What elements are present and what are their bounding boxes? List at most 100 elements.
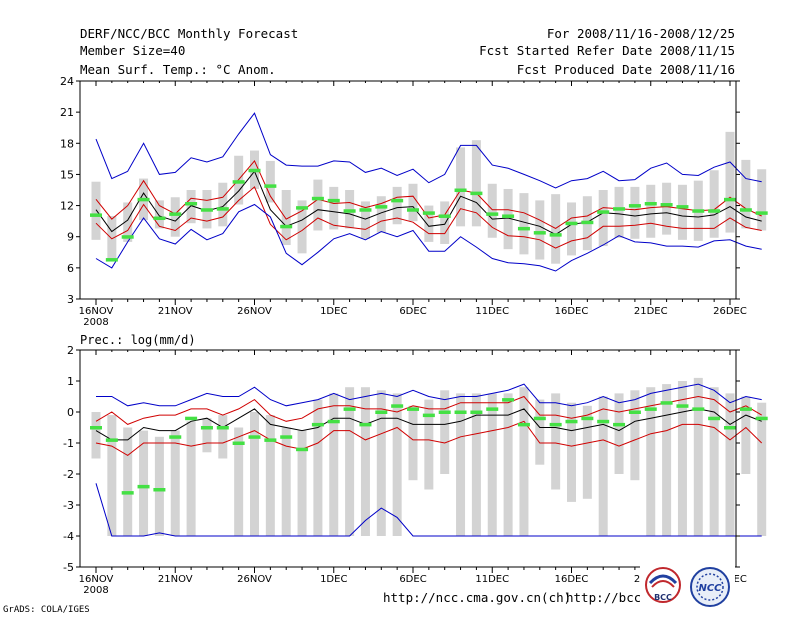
member-mark <box>248 435 261 439</box>
member-mark <box>200 426 213 430</box>
spread-box <box>265 160 275 203</box>
spread-box <box>582 405 592 499</box>
spread-box <box>614 186 624 238</box>
spread-box <box>519 387 529 536</box>
x-tick-label: 11DEC <box>475 306 509 317</box>
spread-box <box>519 193 529 255</box>
url-bcc[interactable]: http://bcc. <box>566 590 649 605</box>
series-max-line <box>96 383 762 407</box>
spread-box <box>186 190 196 224</box>
spread-box <box>741 396 751 474</box>
spread-box <box>757 402 767 536</box>
spread-box <box>456 147 466 227</box>
url-ncc[interactable]: http://ncc.cma.gov.cn(ch) <box>383 590 572 605</box>
spread-box <box>154 436 164 536</box>
x-tick-label: 16DEC <box>555 306 589 317</box>
spread-box <box>693 377 703 536</box>
x-tick-label: 11DEC <box>475 574 509 585</box>
member-mark <box>533 416 546 421</box>
spread-box <box>614 393 624 474</box>
member-mark <box>581 220 594 225</box>
member-mark <box>739 407 752 411</box>
spread-box <box>424 399 434 490</box>
spread-box <box>725 393 735 536</box>
spread-box <box>630 186 640 239</box>
member-mark <box>724 426 736 430</box>
y-tick-label: 15 <box>60 168 74 181</box>
member-mark <box>549 422 562 427</box>
spread-box <box>139 430 149 536</box>
spread-box <box>741 159 751 229</box>
bcc-logo-text: BCC <box>654 593 672 602</box>
x-tick-label: 21DEC <box>634 306 668 317</box>
spread-box <box>408 183 418 222</box>
member-mark <box>264 438 277 442</box>
member-mark <box>454 188 467 192</box>
member-mark <box>486 212 499 216</box>
member-mark <box>105 258 118 262</box>
member-mark <box>121 235 134 239</box>
x-tick-label: 16NOV <box>79 574 114 585</box>
member-mark <box>660 401 673 405</box>
spread-box <box>123 202 133 242</box>
member-mark <box>454 410 467 414</box>
member-mark <box>153 216 166 221</box>
spread-box <box>630 390 640 481</box>
spread-box <box>487 183 497 238</box>
member-mark <box>597 210 610 214</box>
member-mark <box>692 209 705 213</box>
spread-box <box>662 182 672 235</box>
member-mark <box>105 438 118 442</box>
spread-box <box>313 179 323 231</box>
spread-box <box>503 188 513 250</box>
spread-box <box>392 393 402 536</box>
spread-box <box>265 415 275 536</box>
y-tick-label: 1 <box>67 375 74 388</box>
member-mark <box>248 168 261 173</box>
spread-box <box>392 186 402 225</box>
y-tick-label: -4 <box>63 530 74 543</box>
member-mark <box>517 226 530 231</box>
member-mark <box>121 491 134 495</box>
member-mark <box>628 410 641 414</box>
spread-box <box>91 181 101 240</box>
started-date: Fcst Started Refer Date 2008/11/15 <box>479 43 735 58</box>
spread-box <box>646 184 656 238</box>
member-mark <box>311 196 324 201</box>
member-mark <box>185 201 198 206</box>
x-tick-label: 16NOV <box>79 306 114 317</box>
member-mark <box>628 204 641 208</box>
member-mark <box>359 208 372 212</box>
plot-frame <box>79 80 737 300</box>
member-size: Member Size=40 <box>80 43 186 58</box>
member-mark <box>565 221 578 226</box>
member-mark <box>216 207 229 211</box>
spread-box <box>440 201 450 244</box>
y-tick-label: 6 <box>67 262 74 275</box>
chart-title: DERF/NCC/BCC Monthly Forecast <box>80 26 299 41</box>
spread-box <box>202 418 212 453</box>
spread-box <box>281 190 291 246</box>
member-mark <box>327 419 340 424</box>
y-tick-label: -3 <box>63 499 74 512</box>
y-tick-label: -5 <box>63 561 74 574</box>
member-mark <box>613 422 626 427</box>
member-mark <box>502 398 515 402</box>
bcc-ncc-logo: BCC NCC <box>640 565 735 610</box>
y-tick-label: -1 <box>63 437 74 450</box>
series-mean-line <box>95 408 762 441</box>
spread-box <box>757 169 767 231</box>
member-mark <box>708 209 721 213</box>
member-mark <box>502 214 515 218</box>
plot-frame <box>79 349 737 568</box>
y-tick-label: 21 <box>60 106 74 119</box>
member-mark <box>613 207 626 211</box>
spread-box <box>471 140 481 227</box>
spread-box <box>456 393 466 536</box>
spread-box <box>91 412 101 459</box>
member-mark <box>581 416 594 421</box>
spread-box <box>487 393 497 536</box>
member-mark <box>296 447 309 452</box>
spread-box <box>218 182 228 227</box>
